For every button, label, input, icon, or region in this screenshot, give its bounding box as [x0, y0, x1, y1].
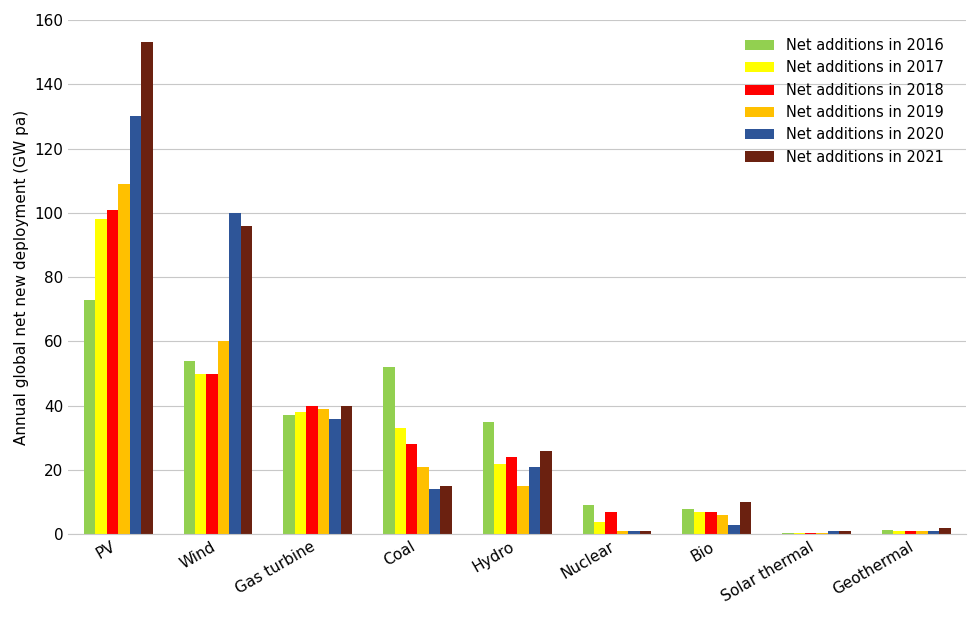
- Bar: [207, 374, 218, 535]
- Bar: [329, 418, 341, 535]
- Bar: [882, 530, 894, 535]
- Bar: [383, 367, 395, 535]
- Bar: [682, 509, 694, 535]
- Bar: [782, 533, 794, 535]
- Y-axis label: Annual global net new deployment (GW pa): Annual global net new deployment (GW pa): [14, 109, 28, 445]
- Bar: [318, 409, 329, 535]
- Bar: [628, 531, 640, 535]
- Bar: [939, 528, 951, 535]
- Bar: [429, 489, 440, 535]
- Bar: [440, 486, 452, 535]
- Bar: [229, 213, 241, 535]
- Bar: [816, 533, 828, 535]
- Bar: [517, 486, 528, 535]
- Bar: [594, 522, 606, 535]
- Bar: [716, 515, 728, 535]
- Bar: [341, 406, 352, 535]
- Bar: [119, 184, 129, 535]
- Bar: [218, 342, 229, 535]
- Bar: [706, 512, 716, 535]
- Bar: [406, 444, 417, 535]
- Bar: [494, 464, 506, 535]
- Bar: [916, 531, 928, 535]
- Bar: [740, 502, 751, 535]
- Bar: [606, 512, 617, 535]
- Bar: [107, 210, 119, 535]
- Bar: [640, 531, 652, 535]
- Bar: [183, 361, 195, 535]
- Bar: [894, 531, 905, 535]
- Bar: [694, 512, 706, 535]
- Bar: [483, 422, 494, 535]
- Bar: [905, 531, 916, 535]
- Bar: [728, 525, 740, 535]
- Bar: [95, 219, 107, 535]
- Bar: [828, 531, 840, 535]
- Bar: [617, 531, 628, 535]
- Bar: [283, 415, 295, 535]
- Bar: [928, 531, 939, 535]
- Legend: Net additions in 2016, Net additions in 2017, Net additions in 2018, Net additio: Net additions in 2016, Net additions in …: [739, 32, 950, 171]
- Bar: [840, 531, 851, 535]
- Bar: [794, 533, 805, 535]
- Bar: [395, 428, 406, 535]
- Bar: [295, 412, 306, 535]
- Bar: [141, 43, 153, 535]
- Bar: [805, 533, 816, 535]
- Bar: [540, 451, 552, 535]
- Bar: [506, 457, 517, 535]
- Bar: [582, 506, 594, 535]
- Bar: [129, 116, 141, 535]
- Bar: [417, 467, 429, 535]
- Bar: [83, 300, 95, 535]
- Bar: [241, 226, 253, 535]
- Bar: [306, 406, 318, 535]
- Bar: [195, 374, 207, 535]
- Bar: [528, 467, 540, 535]
